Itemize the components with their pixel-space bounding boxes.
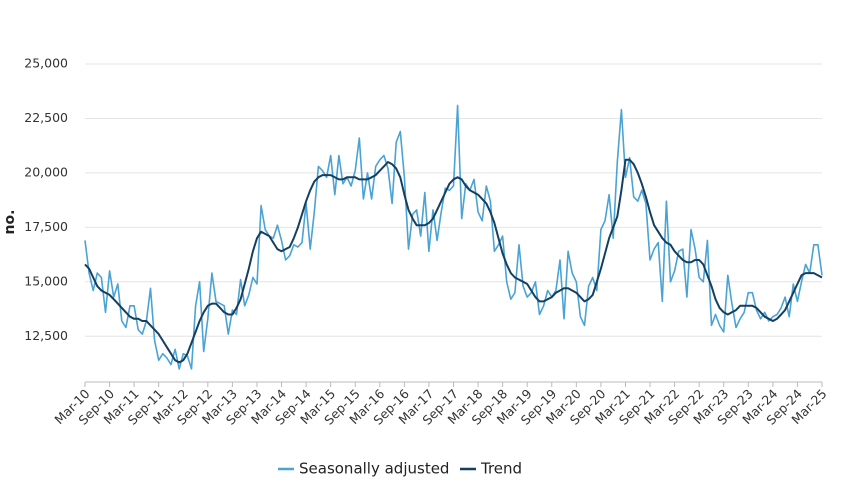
y-tick-label: 15,000 <box>24 273 68 288</box>
legend-label: Seasonally adjusted <box>299 460 449 478</box>
y-axis-label: no. <box>2 210 18 235</box>
legend-label: Trend <box>480 460 522 478</box>
y-tick-label: 25,000 <box>24 56 68 71</box>
series-line <box>84 158 823 364</box>
series-line <box>84 104 823 370</box>
y-tick-label: 17,500 <box>24 219 68 234</box>
y-tick-label: 22,500 <box>24 110 68 125</box>
y-tick-label: 12,500 <box>24 328 68 343</box>
y-tick-label: 20,000 <box>24 164 68 179</box>
